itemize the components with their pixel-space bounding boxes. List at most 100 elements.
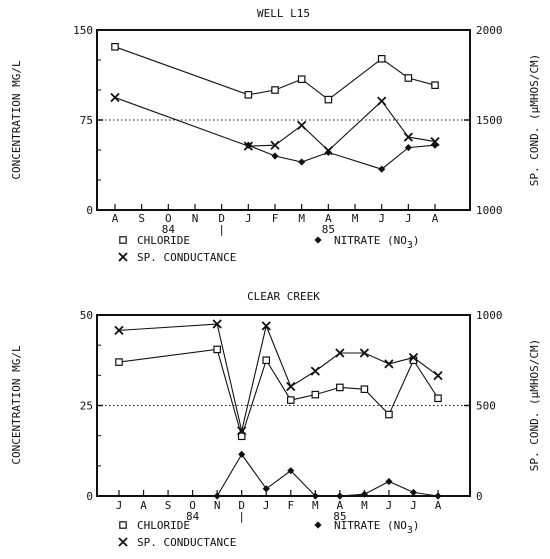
- data-point-nitrate: [271, 152, 279, 160]
- x-tick-label: S: [165, 499, 172, 512]
- series-line: [114, 46, 436, 101]
- y-axis-label-right: SP. COND. (µMHOS/CM): [528, 339, 541, 471]
- data-point-chloride: [336, 383, 344, 392]
- y-axis-label-left: CONCENTRATION MG/L: [10, 60, 23, 180]
- x-tick-label: N: [214, 499, 221, 512]
- y-tick-label-right: 500: [476, 400, 496, 413]
- legend-label-nitrate: NITRATE (NO3): [334, 519, 420, 536]
- y-tick-label-left: 75: [80, 114, 93, 127]
- x-tick-label: S: [138, 212, 145, 225]
- x-tick-label: J: [410, 499, 417, 512]
- data-point-nitrate: [262, 485, 270, 493]
- x-tick-label: A: [140, 499, 147, 512]
- data-point-conductance: [430, 136, 440, 147]
- x-tick-label: J: [263, 499, 270, 512]
- data-point-conductance: [433, 370, 443, 381]
- year-label: 84: [186, 510, 200, 523]
- data-point-conductance: [297, 120, 307, 131]
- x-tick-label: F: [287, 499, 294, 512]
- year-label: |: [218, 223, 225, 236]
- series-x: [114, 319, 443, 436]
- data-point-chloride: [360, 385, 369, 394]
- data-point-nitrate: [238, 450, 246, 458]
- data-point-conductance: [261, 321, 271, 331]
- data-point-nitrate: [409, 488, 418, 496]
- y-tick-label-left: 150: [73, 24, 93, 37]
- data-point-conductance: [243, 141, 253, 151]
- chart-title: CLEAR CREEK: [247, 290, 320, 303]
- data-point-chloride: [297, 75, 306, 84]
- data-point-nitrate: [434, 492, 442, 500]
- data-point-conductance: [118, 537, 128, 547]
- data-point-conductance: [270, 140, 280, 150]
- data-point-chloride: [119, 521, 127, 529]
- y-tick-label-left: 50: [80, 309, 93, 322]
- legend: CHLORIDE NITRATE (NO3) SP. CONDUCTANCE: [118, 234, 420, 264]
- series-line: [114, 96, 436, 152]
- legend-label-conductance: SP. CONDUCTANCE: [137, 536, 236, 549]
- y-tick-label-left: 0: [86, 204, 93, 217]
- data-point-chloride: [119, 236, 127, 244]
- data-point-chloride: [324, 95, 333, 104]
- x-tick-label: A: [432, 212, 439, 225]
- x-tick-label: J: [378, 212, 385, 225]
- data-point-nitrate: [298, 158, 306, 166]
- data-point-conductance: [110, 92, 120, 103]
- data-point-chloride: [404, 74, 413, 82]
- data-point-conductance: [377, 96, 387, 106]
- data-point-chloride: [431, 81, 439, 90]
- data-point-chloride: [385, 410, 393, 419]
- data-point-chloride: [286, 396, 295, 404]
- year-label: |: [238, 510, 245, 523]
- data-point-conductance: [323, 145, 333, 156]
- x-tick-label: D: [218, 212, 225, 225]
- y-tick-label-right: 1000: [476, 204, 503, 217]
- data-point-conductance: [286, 381, 296, 392]
- data-point-chloride: [262, 356, 271, 365]
- legend-label-nitrate: NITRATE (NO3): [334, 234, 420, 251]
- data-point-chloride: [311, 390, 320, 399]
- data-point-chloride: [377, 54, 386, 63]
- y-tick-label-right: 0: [476, 490, 483, 503]
- data-point-conductance: [359, 348, 370, 358]
- x-tick-label: M: [298, 212, 305, 225]
- data-point-chloride: [111, 42, 119, 51]
- x-tick-label: A: [337, 499, 344, 512]
- legend-label-chloride: CHLORIDE: [137, 519, 190, 532]
- x-tick-label: J: [386, 499, 393, 512]
- data-point-conductance: [237, 426, 247, 436]
- data-point-nitrate: [336, 492, 344, 500]
- year-label: 85: [322, 223, 335, 236]
- data-point-nitrate: [287, 467, 295, 475]
- data-point-nitrate: [378, 165, 386, 173]
- data-point-chloride: [115, 358, 123, 366]
- legend: CHLORIDE NITRATE (NO3) SP. CONDUCTANCE: [118, 519, 420, 549]
- y-axis-label-left: CONCENTRATION MG/L: [10, 345, 23, 465]
- series-line: [216, 453, 439, 497]
- data-point-nitrate: [311, 492, 319, 500]
- series-square: [115, 345, 442, 441]
- x-tick-label: J: [245, 212, 252, 225]
- data-point-conductance: [114, 325, 124, 336]
- data-point-conductance: [212, 319, 222, 329]
- chart-title: WELL L15: [257, 7, 310, 20]
- series-diamond: [213, 450, 442, 500]
- data-point-chloride: [244, 90, 253, 99]
- series-square: [111, 42, 439, 104]
- y-tick-label-left: 0: [86, 490, 93, 503]
- data-point-conductance: [403, 132, 414, 142]
- data-point-conductance: [384, 359, 394, 369]
- data-point-conductance: [335, 348, 345, 358]
- x-tick-label: M: [312, 499, 319, 512]
- x-tick-label: J: [116, 499, 123, 512]
- y-tick-label-left: 25: [80, 400, 93, 413]
- y-tick-label-right: 2000: [476, 24, 503, 37]
- x-tick-label: D: [238, 499, 245, 512]
- data-point-nitrate: [360, 490, 368, 498]
- data-point-chloride: [434, 394, 442, 403]
- data-point-nitrate: [385, 477, 393, 486]
- y-tick-label-right: 1500: [476, 114, 503, 127]
- data-point-nitrate: [404, 144, 412, 152]
- data-point-conductance: [310, 366, 320, 376]
